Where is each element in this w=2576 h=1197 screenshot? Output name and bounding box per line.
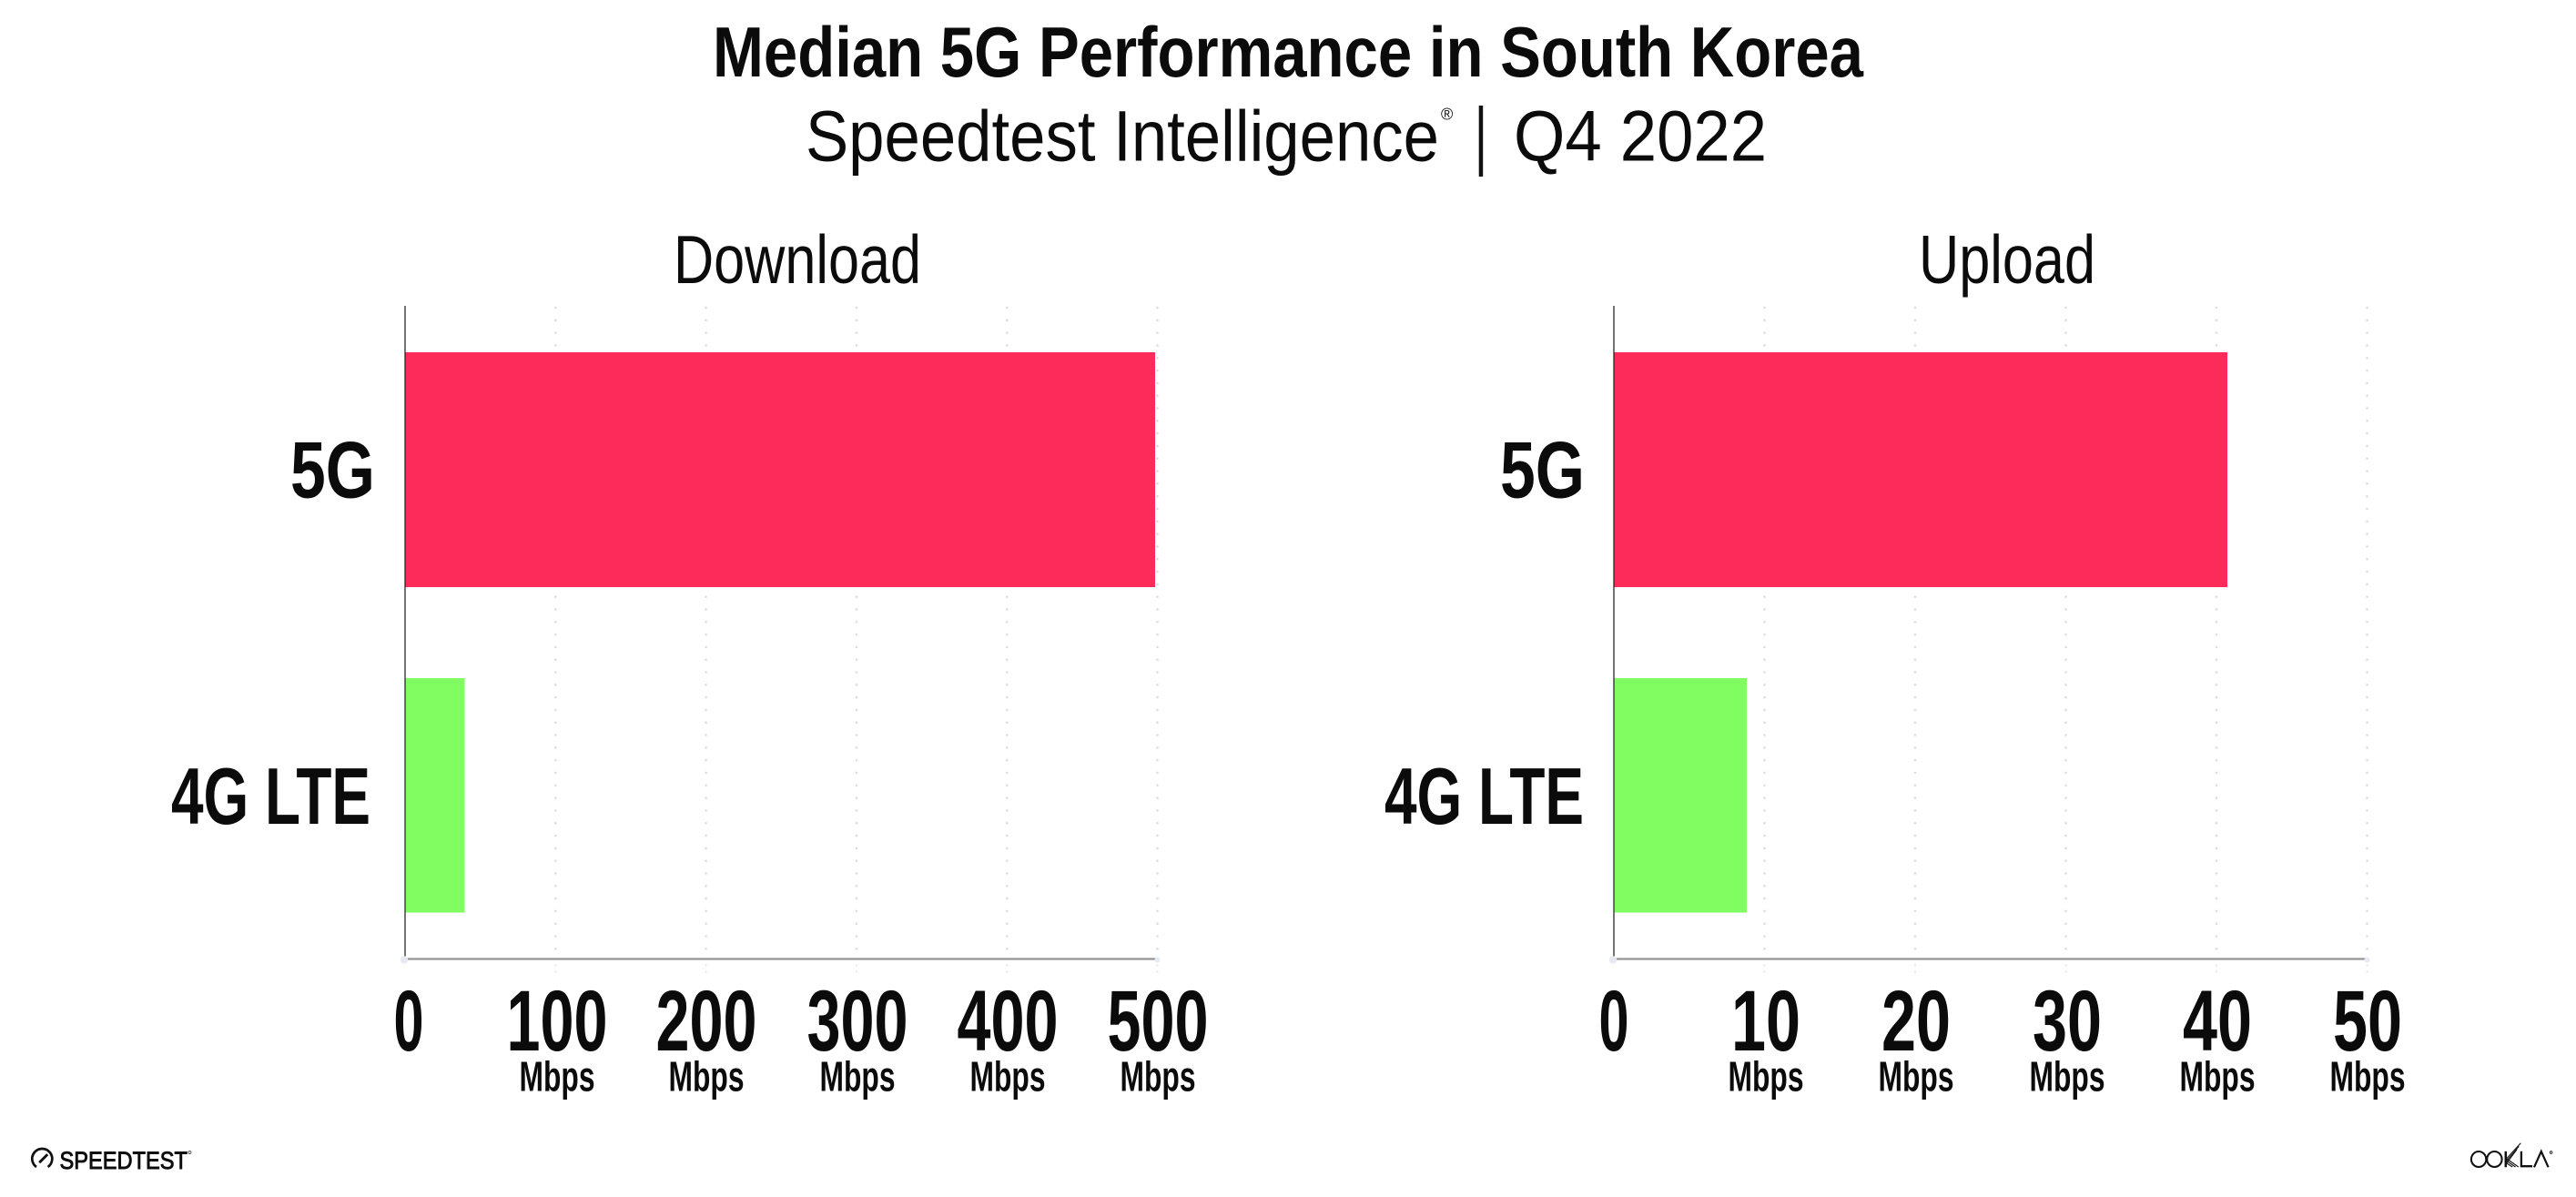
svg-text:Speedtest Intelligence: Speedtest Intelligence (806, 96, 1439, 177)
svg-text:5G: 5G (290, 425, 375, 515)
svg-text:4G LTE: 4G LTE (171, 751, 370, 841)
svg-text:300: 300 (807, 973, 908, 1070)
svg-text:Mbps: Mbps (1879, 1053, 1954, 1101)
svg-text:SPEEDTEST: SPEEDTEST (60, 1147, 188, 1174)
svg-text:Mbps: Mbps (669, 1053, 745, 1101)
svg-text:Mbps: Mbps (820, 1053, 896, 1101)
svg-text:Mbps: Mbps (520, 1053, 595, 1101)
svg-text:10: 10 (1731, 973, 1800, 1070)
svg-text:Mbps: Mbps (2330, 1053, 2406, 1101)
svg-text:®: ® (1441, 106, 1453, 124)
svg-text:Mbps: Mbps (970, 1053, 1046, 1101)
svg-text:Q4 2022: Q4 2022 (1514, 96, 1767, 177)
svg-text:Mbps: Mbps (1121, 1053, 1196, 1101)
svg-text:500: 500 (1108, 973, 1209, 1070)
svg-text:4G LTE: 4G LTE (1384, 751, 1584, 841)
svg-text:400: 400 (958, 973, 1059, 1070)
svg-text:Mbps: Mbps (2030, 1053, 2105, 1101)
svg-text:Mbps: Mbps (2180, 1053, 2256, 1101)
svg-text:5G: 5G (1500, 425, 1585, 515)
svg-text:Download: Download (674, 221, 921, 298)
svg-text:0: 0 (1599, 973, 1629, 1070)
svg-text:20: 20 (1881, 973, 1951, 1070)
svg-text:40: 40 (2183, 973, 2252, 1070)
svg-text:100: 100 (507, 973, 608, 1070)
svg-text:50: 50 (2333, 973, 2402, 1070)
svg-text:200: 200 (656, 973, 757, 1070)
svg-text:Median 5G Performance in South: Median 5G Performance in South Korea (713, 12, 1864, 92)
svg-text:Mbps: Mbps (1729, 1053, 1804, 1101)
svg-text:30: 30 (2033, 973, 2102, 1070)
svg-text:Upload: Upload (1919, 221, 2095, 298)
svg-text:0: 0 (394, 973, 424, 1070)
